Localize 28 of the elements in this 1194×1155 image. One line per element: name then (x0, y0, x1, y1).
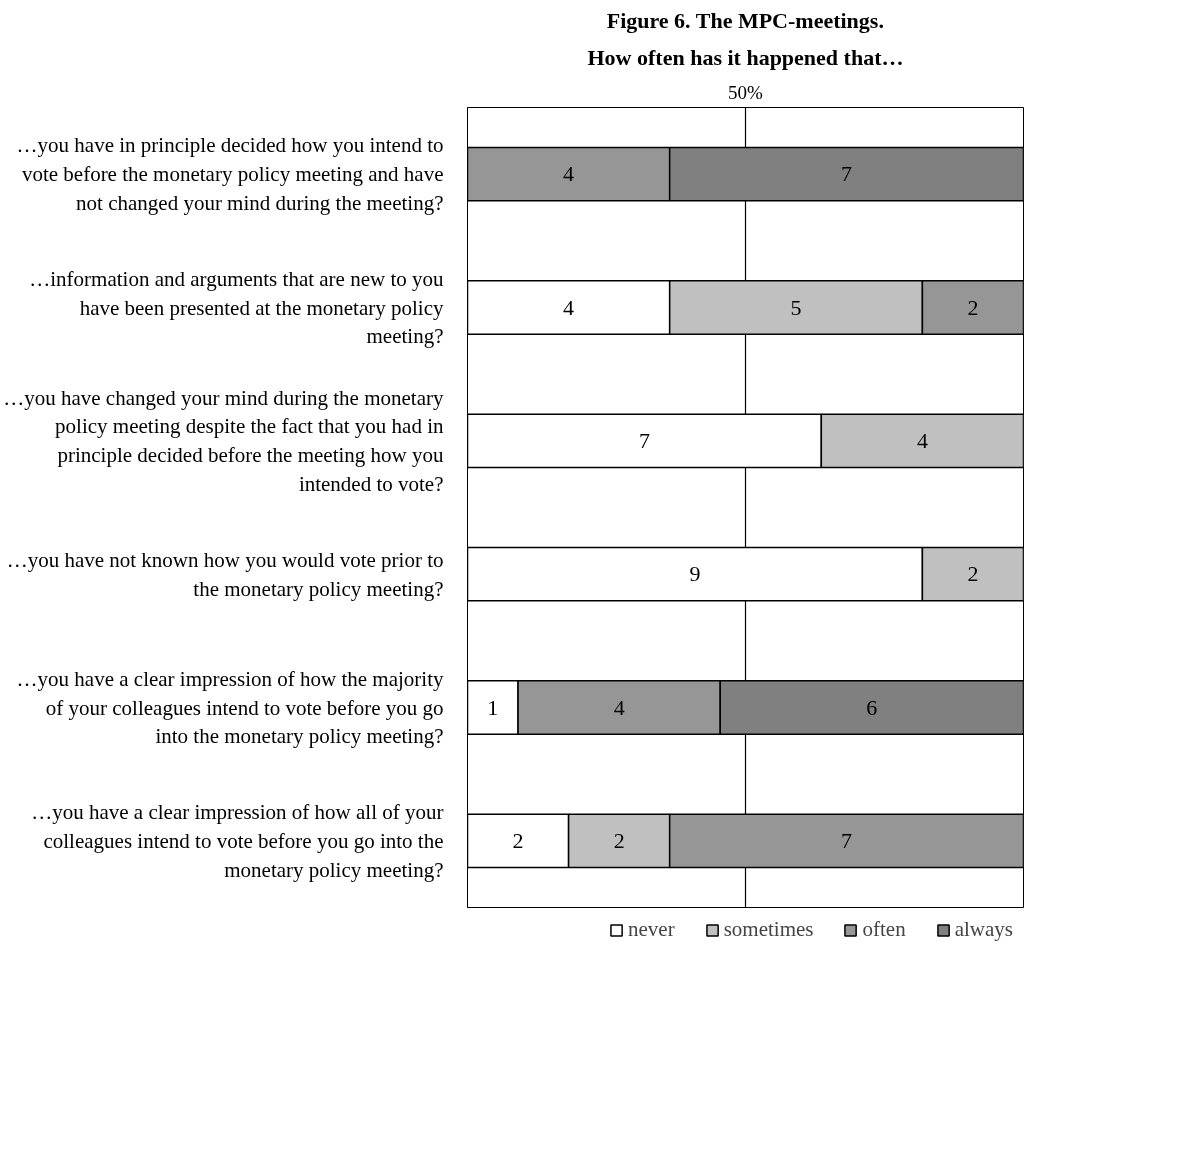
y-tick-label: …information and arguments that are new to you have been presented at the monetary policy meeting? (29, 266, 444, 349)
data-label: 7 (841, 827, 853, 853)
data-label: 9 (689, 561, 701, 587)
y-tick-label: …you have changed your mind during the monetary policy meeting despite the fact that you had in principle decided before the meeting how you intended to vote? (3, 385, 444, 497)
data-label: 1 (487, 694, 499, 720)
data-label: 2 (967, 561, 979, 587)
data-label: 7 (841, 161, 853, 187)
chart-title: Figure 6. The MPC-meetings. (606, 7, 884, 33)
data-label: 4 (563, 161, 575, 187)
y-tick-label: …you have a clear impression of how the majority of your colleagues intend to vote before you go into the monetary policy meeting? (16, 666, 444, 749)
data-label: 2 (967, 294, 979, 320)
legend-label: often (862, 917, 906, 942)
text: 50% (728, 81, 764, 103)
y-tick-label: …you have a clear impression of how all of your colleagues intend to vote before you go into the monetary policy meeting? (31, 800, 444, 882)
data-label: 4 (613, 694, 625, 720)
y-tick-label: …you have not known how you would vote prior to the monetary policy meeting? (6, 547, 444, 601)
data-label: 6 (866, 694, 878, 720)
data-label: 7 (638, 427, 650, 453)
chart-subtitle: How often has it happened that… (587, 44, 904, 70)
legend-label: never (628, 917, 675, 942)
y-tick-label: …you have in principle decided how you intend to vote before the monetary policy meeting and have not changed your mind during the meeting? (16, 133, 444, 215)
data-label: 4 (563, 294, 575, 320)
data-label: 2 (512, 827, 524, 853)
data-label: 5 (790, 294, 802, 320)
legend-label: sometimes (723, 917, 814, 942)
data-label: 4 (916, 427, 928, 453)
legend-label: always (954, 917, 1013, 942)
data-label: 2 (613, 827, 625, 853)
